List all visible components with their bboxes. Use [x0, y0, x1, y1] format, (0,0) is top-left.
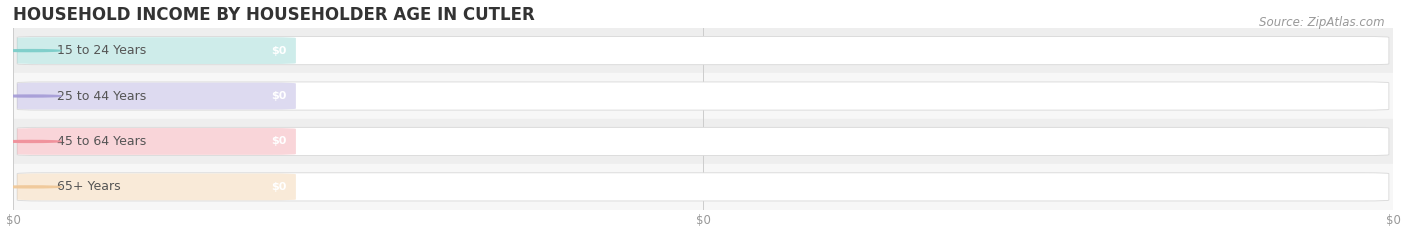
Bar — [13, 28, 1393, 73]
Text: $0: $0 — [271, 182, 287, 192]
Text: $0: $0 — [271, 91, 287, 101]
Circle shape — [0, 140, 62, 142]
Text: 65+ Years: 65+ Years — [58, 180, 121, 193]
FancyBboxPatch shape — [17, 82, 1389, 110]
FancyBboxPatch shape — [17, 173, 1389, 201]
Circle shape — [0, 95, 62, 97]
Text: 15 to 24 Years: 15 to 24 Years — [58, 44, 146, 57]
Bar — [13, 164, 1393, 209]
FancyBboxPatch shape — [17, 37, 1389, 65]
Text: Source: ZipAtlas.com: Source: ZipAtlas.com — [1260, 16, 1385, 29]
FancyBboxPatch shape — [17, 83, 295, 110]
Circle shape — [0, 186, 62, 188]
Circle shape — [0, 50, 62, 51]
Text: $0: $0 — [271, 137, 287, 147]
Bar — [13, 119, 1393, 164]
Text: HOUSEHOLD INCOME BY HOUSEHOLDER AGE IN CUTLER: HOUSEHOLD INCOME BY HOUSEHOLDER AGE IN C… — [13, 6, 534, 24]
FancyBboxPatch shape — [17, 128, 295, 155]
Text: 25 to 44 Years: 25 to 44 Years — [58, 89, 146, 103]
Text: $0: $0 — [271, 46, 287, 56]
FancyBboxPatch shape — [17, 174, 295, 200]
Text: 45 to 64 Years: 45 to 64 Years — [58, 135, 146, 148]
FancyBboxPatch shape — [17, 127, 1389, 156]
Bar — [13, 73, 1393, 119]
FancyBboxPatch shape — [17, 37, 295, 64]
